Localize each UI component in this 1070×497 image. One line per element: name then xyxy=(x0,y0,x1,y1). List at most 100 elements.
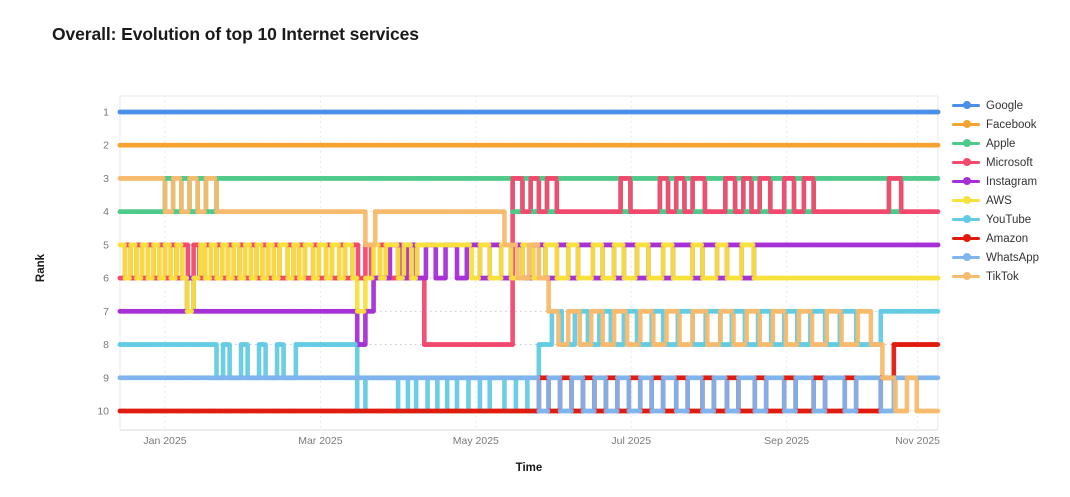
series-marker xyxy=(404,275,409,281)
series-marker xyxy=(701,342,707,347)
series-marker xyxy=(751,375,757,381)
series-marker xyxy=(160,176,166,181)
series-marker xyxy=(247,242,253,248)
series-marker xyxy=(354,242,360,248)
series-marker xyxy=(688,275,694,281)
series-marker xyxy=(243,342,249,347)
series-marker xyxy=(632,275,638,281)
y-tick-label: 1 xyxy=(103,107,109,119)
legend-item-tiktok[interactable]: TikTok xyxy=(952,267,1039,286)
legend-item-apple[interactable]: Apple xyxy=(952,134,1039,153)
series-marker xyxy=(800,209,806,215)
series-marker xyxy=(184,275,190,281)
series-marker xyxy=(739,209,745,215)
series-markers xyxy=(117,109,941,414)
series-marker xyxy=(790,176,796,181)
series-marker xyxy=(596,342,602,347)
series-marker xyxy=(879,342,885,347)
series-marker xyxy=(279,342,284,347)
series-marker xyxy=(664,176,670,181)
series-marker xyxy=(767,308,772,314)
series-marker xyxy=(591,408,597,414)
legend-item-facebook[interactable]: Facebook xyxy=(952,115,1039,134)
series-marker xyxy=(904,408,910,414)
plot-frame xyxy=(119,95,939,431)
legend-item-amazon[interactable]: Amazon xyxy=(952,229,1039,248)
legend-dot xyxy=(963,177,971,186)
grid-lines-vertical xyxy=(164,96,919,430)
series-marker xyxy=(935,242,941,248)
series-marker xyxy=(167,242,172,248)
series-marker xyxy=(891,375,897,381)
series-marker xyxy=(442,275,448,281)
series-marker xyxy=(149,275,155,281)
x-tick-label: Jul 2025 xyxy=(611,435,651,447)
legend-dot xyxy=(963,234,971,243)
series-marker xyxy=(547,342,553,347)
series-marker xyxy=(672,375,677,381)
x-tick-label: Mar 2025 xyxy=(298,435,343,447)
series-marker xyxy=(184,242,190,248)
series-marker xyxy=(309,242,315,248)
series-marker xyxy=(735,408,741,414)
series-marker xyxy=(699,242,705,248)
legend-dot xyxy=(963,196,971,205)
series-marker xyxy=(372,242,377,248)
legend-item-instagram[interactable]: Instagram xyxy=(952,172,1039,191)
series-marker xyxy=(289,275,295,281)
series-marker xyxy=(823,342,829,347)
chart-legend: Google Facebook Apple Microsoft Instagram AWS… xyxy=(952,96,1039,286)
series-marker xyxy=(526,275,532,281)
series-marker xyxy=(408,242,414,248)
series-marker xyxy=(620,242,626,248)
legend-item-microsoft[interactable]: Microsoft xyxy=(952,153,1039,172)
series-marker xyxy=(565,275,571,281)
legend-item-google[interactable]: Google xyxy=(952,96,1039,115)
y-tick-label: 4 xyxy=(103,206,109,218)
series-marker xyxy=(212,242,218,248)
series-marker xyxy=(295,242,301,248)
series-marker xyxy=(935,109,941,115)
y-tick-label: 8 xyxy=(103,339,109,351)
series-marker xyxy=(935,176,940,181)
series-marker xyxy=(369,275,375,281)
series-marker xyxy=(535,176,540,181)
series-marker xyxy=(328,275,334,281)
series-marker xyxy=(132,242,138,248)
legend-dot xyxy=(963,253,971,262)
series-marker xyxy=(394,242,400,248)
legend-item-youtube[interactable]: YouTube xyxy=(952,210,1039,229)
series-marker xyxy=(258,242,264,248)
series-marker xyxy=(794,342,800,347)
series-marker xyxy=(361,342,367,347)
legend-item-aws[interactable]: AWS xyxy=(952,191,1039,210)
legend-label: Facebook xyxy=(986,118,1037,131)
series-marker xyxy=(840,375,846,381)
series-marker xyxy=(608,308,614,314)
legend-dot xyxy=(963,272,971,281)
series-marker xyxy=(649,375,655,381)
series-marker xyxy=(822,408,828,414)
y-tick-label: 2 xyxy=(103,140,109,152)
series-marker xyxy=(669,242,675,248)
series-marker xyxy=(600,308,605,314)
series-marker xyxy=(810,176,816,181)
series-marker xyxy=(779,375,785,381)
series-marker xyxy=(886,209,892,215)
series-marker xyxy=(543,209,549,215)
series-marker xyxy=(519,176,525,181)
series-marker xyxy=(680,176,686,181)
series-marker xyxy=(138,275,144,281)
series-marker xyxy=(161,275,167,281)
series-marker xyxy=(467,242,473,248)
series-marker xyxy=(732,176,737,181)
series-marker xyxy=(476,275,481,281)
series-marker xyxy=(806,342,812,347)
series-marker xyxy=(235,242,241,248)
series-marker xyxy=(535,375,541,381)
series-marker xyxy=(675,308,681,314)
series-marker xyxy=(144,242,150,248)
series-marker xyxy=(632,308,638,314)
legend-item-whatsapp[interactable]: WhatsApp xyxy=(952,248,1039,267)
